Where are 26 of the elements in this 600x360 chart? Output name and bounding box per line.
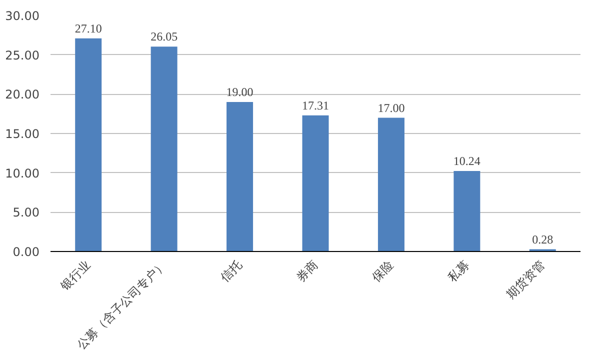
data-label: 27.10 [74, 21, 102, 36]
x-tick-label: 信托 [218, 258, 245, 284]
bar [454, 170, 480, 252]
y-tick-label: 10.00 [5, 166, 40, 180]
x-tick-label: 银行业 [57, 258, 94, 294]
data-label: 19.00 [226, 85, 254, 100]
data-label: 17.31 [302, 98, 329, 112]
y-tick-label: 0.00 [12, 245, 40, 259]
data-label: 17.00 [378, 100, 405, 115]
bar [378, 118, 404, 252]
y-tick-label: 30.00 [5, 9, 40, 23]
x-tick-label: 保险 [369, 258, 396, 284]
bar [226, 102, 254, 252]
x-tick-label: 券商 [294, 258, 320, 284]
y-tick-label: 25.00 [5, 48, 40, 62]
x-tick-label: 期货资管 [504, 258, 548, 302]
bar [150, 46, 178, 252]
y-tick-label: 5.00 [12, 206, 40, 220]
x-tick-label: 私募 [445, 258, 472, 284]
y-tick-label: 15.00 [5, 127, 40, 141]
data-label: 0.28 [532, 232, 554, 246]
bar [75, 38, 102, 252]
y-tick-label: 20.00 [5, 88, 40, 102]
data-label: 10.24 [453, 154, 480, 168]
data-label: 26.05 [150, 30, 178, 44]
bar [302, 115, 329, 252]
